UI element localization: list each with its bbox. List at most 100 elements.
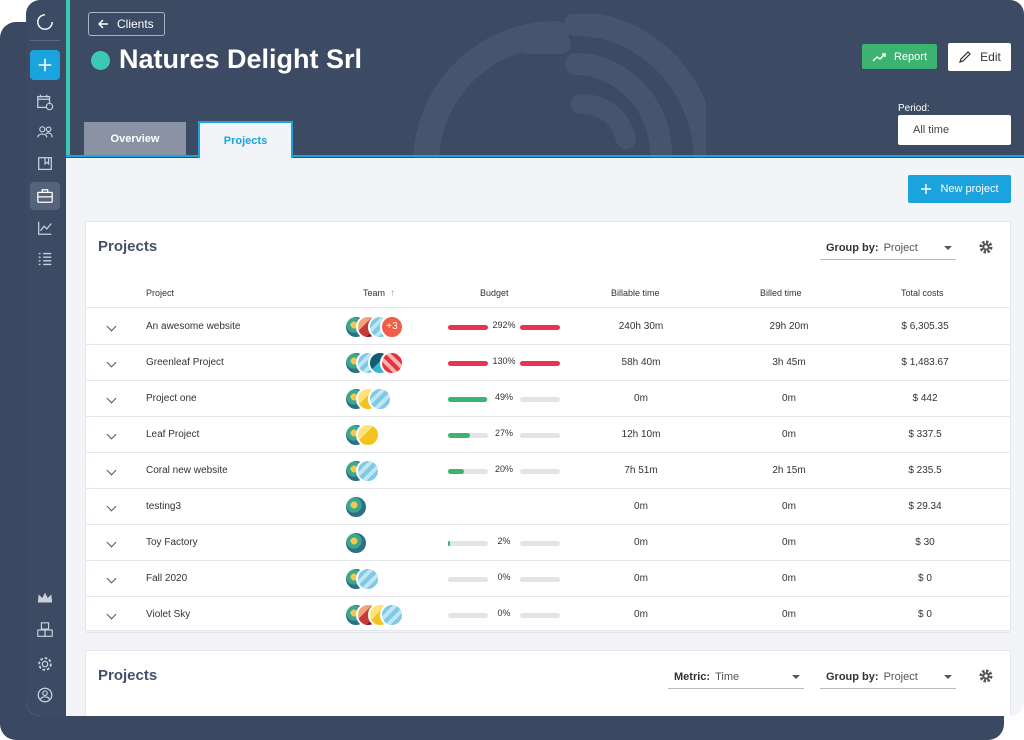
chart-group-by-select[interactable]: Group by: Project	[820, 665, 956, 689]
project-name[interactable]: Greenleaf Project	[146, 357, 224, 368]
chevron-down-icon[interactable]	[106, 357, 117, 368]
team-avatars	[344, 567, 434, 591]
briefcase-icon[interactable]	[30, 182, 60, 210]
add-icon[interactable]	[30, 50, 60, 80]
total-cost: $ 1,483.67	[901, 357, 949, 368]
total-cost: $ 29.34	[908, 501, 942, 512]
table-row[interactable]: testing3 0m 0m $ 29.34	[86, 489, 1010, 525]
team-icon[interactable]	[30, 118, 60, 146]
back-to-clients-button[interactable]: Clients	[88, 12, 165, 36]
budget-bar-track	[520, 361, 560, 366]
metric-label: Metric:	[674, 670, 711, 683]
budget-bar-fill	[448, 361, 488, 366]
group-by-select[interactable]: Group by: Project	[820, 236, 956, 260]
table-row[interactable]: Coral new website 20% 7h 51m 2h 15m $ 235.5	[86, 453, 1010, 489]
chevron-down-icon[interactable]	[106, 465, 117, 476]
project-name[interactable]: Violet Sky	[146, 609, 191, 620]
period-label: Period:	[898, 103, 930, 114]
project-name[interactable]: Toy Factory	[146, 537, 198, 548]
chevron-down-icon[interactable]	[106, 429, 117, 440]
new-project-button[interactable]: New project	[908, 175, 1011, 203]
table-row[interactable]: Greenleaf Project 130% 58h 40m 3h 45m $ 1,48…	[86, 345, 1010, 381]
user-icon[interactable]	[30, 681, 60, 709]
chevron-down-icon[interactable]	[106, 501, 117, 512]
team-avatars	[344, 351, 434, 375]
chevron-down-icon[interactable]	[106, 321, 117, 332]
billable-time: 0m	[634, 537, 648, 548]
project-name[interactable]: testing3	[146, 501, 182, 512]
project-name[interactable]: Coral new website	[146, 465, 228, 476]
budget-progress: 27%	[448, 428, 560, 438]
column-header-budget[interactable]: Budget	[480, 288, 509, 298]
column-header-project[interactable]: Project	[146, 288, 175, 298]
gear-icon[interactable]	[978, 668, 994, 684]
budget-bar-track	[448, 397, 488, 402]
table-row[interactable]: An awesome website +3 292% 240h 30m 29h 20m $…	[86, 309, 1010, 345]
projects-chart-title: Projects	[98, 667, 158, 684]
app-logo-icon[interactable]	[30, 8, 60, 36]
chart-icon[interactable]	[30, 214, 60, 242]
pencil-icon	[959, 51, 972, 63]
budget-progress: 292%	[448, 320, 560, 330]
billed-time: 0m	[782, 609, 796, 620]
column-header-total-costs[interactable]: Total costs	[901, 288, 944, 298]
chevron-down-icon[interactable]	[106, 573, 117, 584]
budget-percent: 292%	[492, 320, 516, 330]
calendar-clock-icon[interactable]	[30, 88, 60, 116]
chevron-down-icon[interactable]	[106, 393, 117, 404]
team-more-badge[interactable]: +3	[380, 315, 404, 339]
table-row[interactable]: Project one 49% 0m 0m $ 442	[86, 381, 1010, 417]
table-row[interactable]: Fall 2020 0% 0m 0m $ 0	[86, 561, 1010, 597]
budget-bar-track	[520, 577, 560, 582]
budget-percent: 0%	[497, 608, 511, 618]
team-member-avatar[interactable]	[356, 459, 380, 483]
budget-percent: 27%	[494, 428, 513, 438]
crown-icon[interactable]	[30, 584, 60, 612]
team-member-avatar[interactable]	[344, 531, 368, 555]
gear-icon[interactable]	[978, 239, 994, 255]
tab-projects[interactable]: Projects	[198, 121, 293, 158]
metric-select[interactable]: Metric: Time	[668, 665, 804, 689]
projects-table-card: Projects Group by: Project Project Team ↑…	[85, 221, 1011, 633]
team-member-avatar[interactable]	[356, 567, 380, 591]
team-member-avatar[interactable]	[380, 351, 404, 375]
trend-up-icon	[872, 52, 886, 61]
project-name[interactable]: An awesome website	[146, 321, 241, 332]
list-icon[interactable]	[30, 245, 60, 273]
team-member-avatar[interactable]	[368, 387, 392, 411]
budget-percent: 20%	[494, 464, 513, 474]
team-member-avatar[interactable]	[356, 423, 380, 447]
period-select[interactable]: All time	[898, 115, 1011, 145]
table-row[interactable]: Violet Sky 0% 0m 0m $ 0	[86, 597, 1010, 633]
budget-progress: 0%	[448, 572, 560, 582]
tab-overview[interactable]: Overview	[84, 122, 186, 156]
report-button[interactable]: Report	[862, 44, 937, 69]
billable-time: 0m	[634, 573, 648, 584]
modules-icon[interactable]	[30, 616, 60, 644]
billable-time: 0m	[634, 501, 648, 512]
column-header-team[interactable]: Team ↑	[363, 278, 395, 308]
chevron-down-icon[interactable]	[106, 609, 117, 620]
chevron-down-icon[interactable]	[106, 537, 117, 548]
budget-bar-fill	[520, 361, 560, 366]
billable-time: 12h 10m	[621, 429, 661, 440]
project-name[interactable]: Leaf Project	[146, 429, 200, 440]
budget-bar-track	[448, 361, 488, 366]
billable-time: 7h 51m	[624, 465, 658, 476]
table-row[interactable]: Leaf Project 27% 12h 10m 0m $ 337.5	[86, 417, 1010, 453]
budget-percent: 130%	[492, 356, 516, 366]
team-member-avatar[interactable]	[344, 495, 368, 519]
book-icon[interactable]	[30, 150, 60, 178]
budget-progress: 20%	[448, 464, 560, 474]
billed-time: 0m	[782, 573, 796, 584]
edit-button[interactable]: Edit	[948, 43, 1011, 71]
project-name[interactable]: Fall 2020	[146, 573, 188, 584]
settings-icon[interactable]	[30, 650, 60, 678]
table-row[interactable]: Toy Factory 2% 0m 0m $ 30	[86, 525, 1010, 561]
header-divider	[66, 155, 1024, 157]
billed-time: 3h 45m	[772, 357, 806, 368]
column-header-billed-time[interactable]: Billed time	[760, 288, 802, 298]
column-header-billable-time[interactable]: Billable time	[611, 288, 660, 298]
team-member-avatar[interactable]	[380, 603, 404, 627]
project-name[interactable]: Project one	[146, 393, 197, 404]
